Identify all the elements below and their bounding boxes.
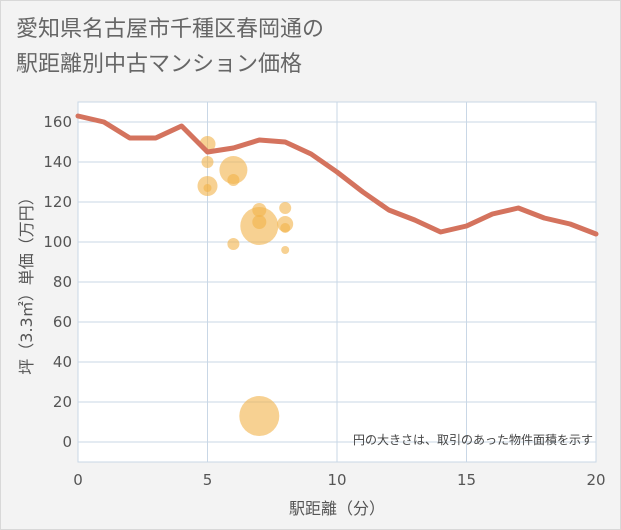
y-tick-label: 100 (43, 233, 72, 251)
x-tick-label: 15 (457, 471, 476, 489)
y-tick-label: 80 (53, 273, 72, 291)
price-line-path (75, 113, 599, 237)
y-axis-label: 坪（3.3㎡）単価（万円） (17, 189, 36, 374)
chart-title: 愛知県名古屋市千種区春岡通の 駅距離別中古マンション価格 (16, 12, 606, 82)
x-tick-label: 0 (73, 471, 83, 489)
bubble (201, 156, 214, 168)
y-tick-label: 140 (43, 153, 72, 171)
title-line-1: 愛知県名古屋市千種区春岡通の (16, 17, 325, 42)
bubble (203, 184, 212, 192)
y-tick-label: 60 (53, 313, 72, 331)
grid (77, 102, 597, 462)
y-tick-label: 0 (62, 433, 72, 451)
bubble (227, 174, 240, 186)
y-tick-label: 20 (53, 393, 72, 411)
bubble (252, 203, 267, 217)
bubble (239, 396, 280, 436)
y-tick-label: 40 (53, 353, 72, 371)
x-tick-label: 10 (327, 471, 346, 489)
title-line-2: 駅距離別中古マンション価格 (16, 52, 303, 77)
size-note: 円の大きさは、取引のあった物件面積を示す (353, 432, 593, 447)
bubble (219, 156, 248, 184)
x-tick-label: 20 (586, 471, 605, 489)
bubble (281, 246, 290, 254)
bubble (279, 202, 292, 214)
x-axis-label: 駅距離（分） (289, 499, 385, 518)
bubble (280, 223, 291, 233)
bubbles (197, 136, 294, 436)
x-tick-label: 5 (203, 471, 213, 489)
bubble (227, 238, 240, 250)
price-line (75, 113, 599, 237)
bubble (252, 215, 267, 229)
y-tick-label: 120 (43, 193, 72, 211)
axis-ticks: 0 20 40 60 80 100 120 140 160 0 5 10 15 20 (43, 113, 605, 489)
y-tick-label: 160 (43, 113, 72, 131)
